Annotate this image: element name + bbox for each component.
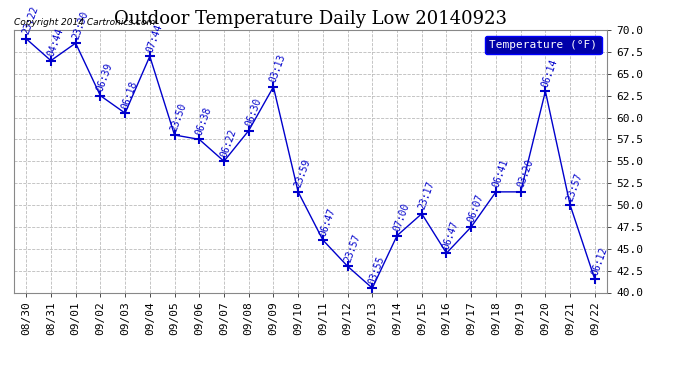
Text: 06:22: 06:22 [219,128,238,159]
Text: 23:57: 23:57 [565,171,584,202]
Text: Copyright 2014 Cartronics.com: Copyright 2014 Cartronics.com [14,18,155,27]
Text: 03:55: 03:55 [367,254,386,285]
Text: 06:14: 06:14 [540,57,560,88]
Text: 06:12: 06:12 [590,246,609,277]
Text: 06:41: 06:41 [491,158,510,189]
Text: 07:00: 07:00 [392,202,411,233]
Text: 23:59: 23:59 [293,158,313,189]
Text: 07:44: 07:44 [145,22,164,54]
Text: 06:18: 06:18 [120,80,139,110]
Text: 06:47: 06:47 [317,206,337,237]
Text: 06:07: 06:07 [466,193,486,224]
Text: 06:47: 06:47 [442,219,461,251]
Text: 23:22: 23:22 [21,5,41,36]
Text: 06:38: 06:38 [194,106,213,136]
Text: 03:13: 03:13 [268,53,288,84]
Text: 23:50: 23:50 [169,101,189,132]
Title: Outdoor Temperature Daily Low 20140923: Outdoor Temperature Daily Low 20140923 [114,10,507,28]
Text: 06:39: 06:39 [95,62,115,93]
Text: 23:17: 23:17 [417,180,436,211]
Text: 03:20: 03:20 [515,158,535,189]
Text: 04:44: 04:44 [46,27,65,58]
Text: 23:57: 23:57 [342,232,362,264]
Text: 06:30: 06:30 [244,97,263,128]
Legend: Temperature (°F): Temperature (°F) [485,36,602,54]
Text: 23:30: 23:30 [70,9,90,40]
